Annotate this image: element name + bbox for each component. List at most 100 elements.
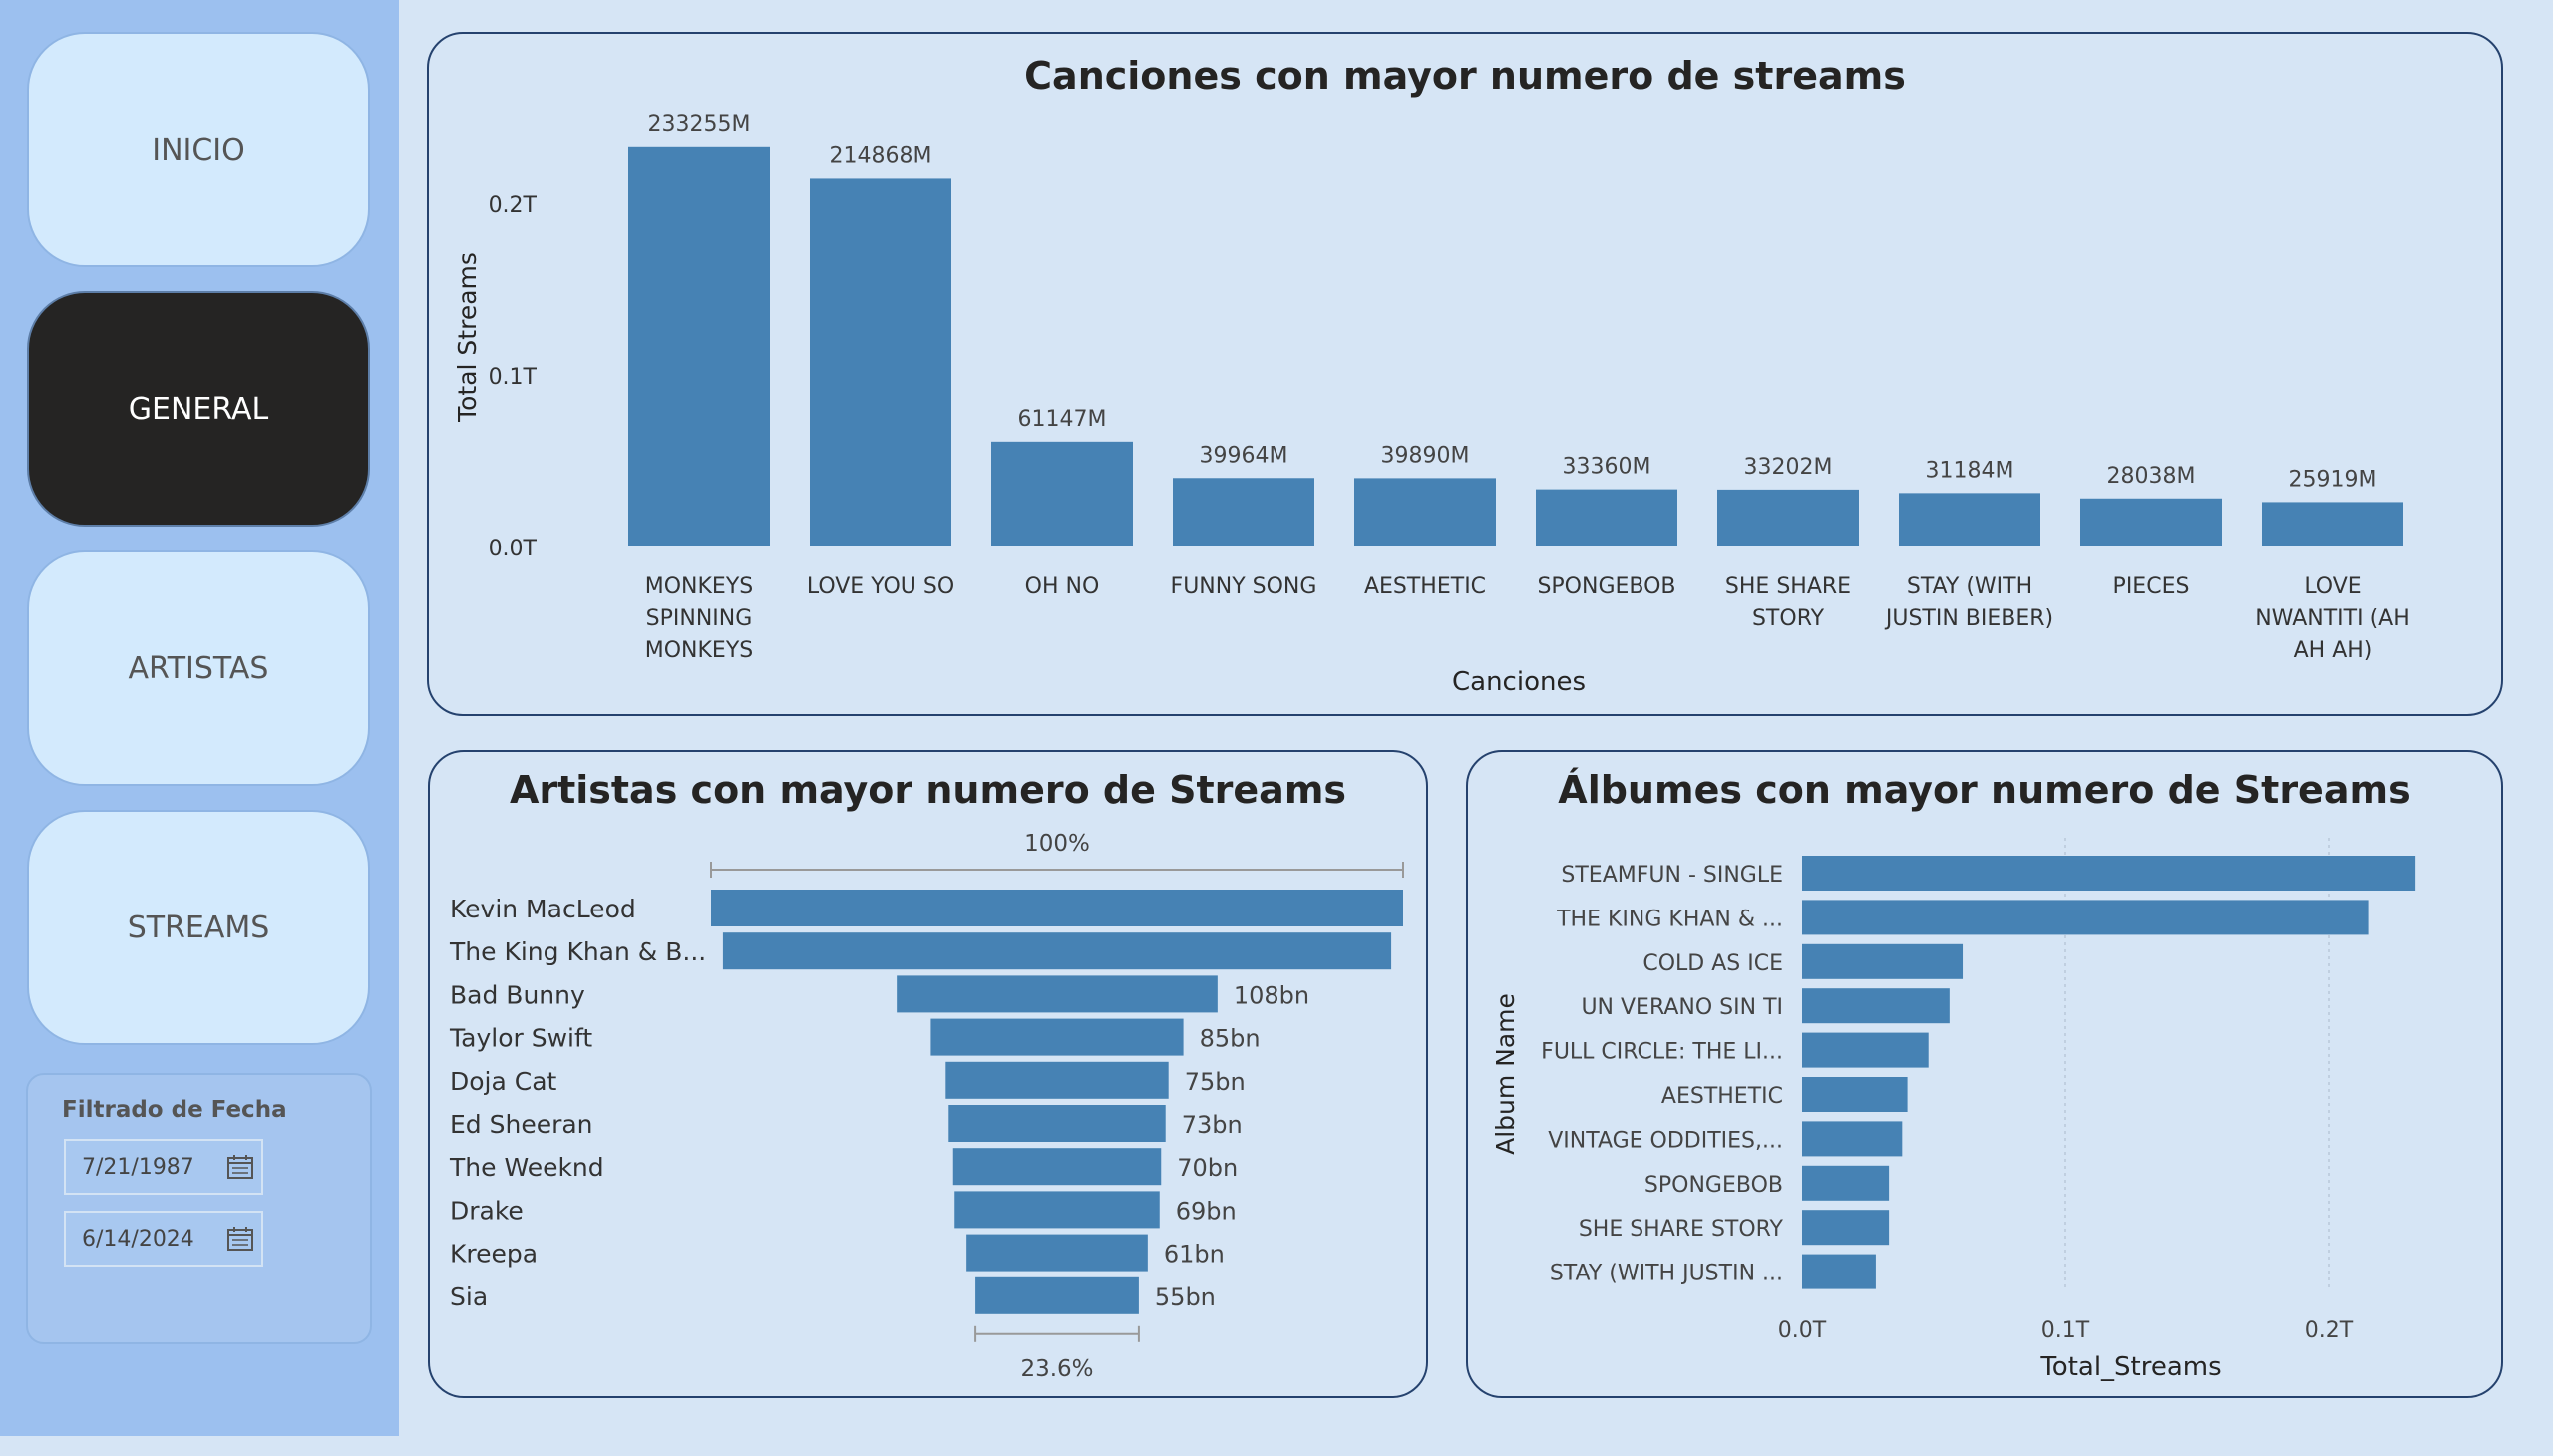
data-label: 73bn: [1182, 1111, 1243, 1139]
category-label: The King Khan & B...: [449, 937, 706, 966]
data-label: 25919M: [2289, 467, 2377, 492]
category-label: Sia: [450, 1282, 488, 1311]
bar: [1802, 1210, 1890, 1246]
bar: [991, 441, 1133, 546]
x-tick-label: STORY: [1752, 606, 1825, 631]
x-tick-label: JUSTIN BIEBER): [1884, 606, 2053, 631]
y-tick-label: 0.1T: [489, 365, 538, 390]
songs-chart: 0.0T 0.1T 0.2T Total Streams Canciones 233255…: [453, 112, 2410, 697]
data-label: 61bn: [1164, 1241, 1225, 1269]
y-tick-label: STAY (WITH JUSTIN ...: [1550, 1262, 1783, 1286]
data-label: 69bn: [1176, 1197, 1237, 1225]
x-tick-label: 0.2T: [2305, 1318, 2354, 1343]
bar: [1802, 1121, 1903, 1157]
nav-button-general[interactable]: GENERAL: [27, 291, 370, 527]
data-label: 39890M: [1381, 443, 1470, 468]
bar: [1536, 489, 1677, 546]
nav-button-inicio[interactable]: INICIO: [27, 32, 370, 267]
bar: [628, 146, 770, 546]
nav-button-streams[interactable]: STREAMS: [27, 810, 370, 1045]
y-tick-label: FULL CIRCLE: THE LI...: [1541, 1040, 1783, 1065]
x-tick-label: LOVE YOU SO: [807, 574, 954, 599]
data-label: 55bn: [1155, 1283, 1216, 1311]
x-tick-label: 0.1T: [2041, 1318, 2090, 1343]
bar: [1802, 900, 2369, 935]
y-tick-label: STEAMFUN - SINGLE: [1561, 863, 1783, 888]
nav-label-artistas: ARTISTAS: [128, 650, 269, 686]
data-label: 31184M: [1926, 458, 2014, 483]
funnel-bar: [897, 975, 1218, 1013]
x-tick-label: STAY (WITH: [1907, 574, 2032, 599]
end-date-field[interactable]: 6/14/2024: [64, 1211, 263, 1267]
x-tick-label: AH AH): [2294, 638, 2372, 663]
data-label: 33360M: [1563, 455, 1651, 480]
funnel-bar: [948, 1105, 1166, 1142]
x-axis-label: Canciones: [1452, 667, 1586, 697]
bar: [1717, 489, 1859, 546]
bar: [1802, 988, 1950, 1024]
data-label: 108bn: [1234, 981, 1309, 1009]
x-tick-label: MONKEYS: [645, 574, 754, 599]
start-date-value: 7/21/1987: [82, 1154, 194, 1180]
funnel-top-label: 100%: [1024, 831, 1090, 857]
x-tick-label: PIECES: [2113, 574, 2190, 599]
data-label: 85bn: [1200, 1025, 1261, 1053]
data-label: 214868M: [830, 143, 932, 168]
data-label: 39964M: [1200, 443, 1288, 468]
funnel-bar: [711, 890, 1403, 926]
category-label: Doja Cat: [450, 1067, 557, 1096]
bar: [2262, 502, 2403, 546]
calendar-icon[interactable]: [227, 1155, 253, 1179]
bar: [1802, 856, 2416, 891]
data-label: 75bn: [1185, 1068, 1246, 1096]
nav-label-inicio: INICIO: [152, 132, 245, 168]
y-tick-label: COLD AS ICE: [1642, 951, 1783, 976]
date-filter-title: Filtrado de Fecha: [62, 1097, 287, 1123]
bar: [1899, 493, 2040, 546]
x-tick-label: FUNNY SONG: [1171, 574, 1317, 599]
data-label: 61147M: [1018, 407, 1107, 432]
y-tick-label: 0.2T: [489, 193, 538, 218]
y-tick-label: 0.0T: [489, 537, 538, 561]
songs-chart-title: Canciones con mayor numero de streams: [1024, 54, 1906, 98]
start-date-field[interactable]: 7/21/1987: [64, 1139, 263, 1195]
funnel-bar: [930, 1018, 1184, 1056]
x-tick-label: AESTHETIC: [1364, 574, 1486, 599]
artists-chart-card: Artistas con mayor numero de Streams: [428, 750, 1428, 1398]
funnel-bar: [952, 1148, 1162, 1186]
y-axis-label: Total Streams: [453, 252, 482, 423]
y-tick-label: AESTHETIC: [1661, 1084, 1783, 1109]
x-tick-label: SHE SHARE: [1725, 574, 1851, 599]
y-tick-label: THE KING KHAN & ...: [1556, 907, 1783, 931]
y-tick-label: SPONGEBOB: [1644, 1173, 1783, 1198]
category-label: Bad Bunny: [450, 980, 585, 1009]
x-tick-label: 0.0T: [1778, 1318, 1827, 1343]
albums-chart-title: Álbumes con mayor numero de Streams: [1558, 768, 2411, 812]
bar: [1173, 478, 1314, 546]
category-label: Drake: [450, 1196, 524, 1225]
category-label: Ed Sheeran: [450, 1110, 593, 1139]
bar: [810, 178, 951, 546]
funnel-bottom-label: 23.6%: [1020, 1356, 1093, 1382]
category-label: Kevin MacLeod: [450, 895, 636, 923]
funnel-bar: [966, 1234, 1148, 1272]
nav-button-artistas[interactable]: ARTISTAS: [27, 550, 370, 786]
bar: [1802, 1165, 1890, 1201]
artists-chart-title: Artistas con mayor numero de Streams: [509, 768, 1347, 812]
data-label: 70bn: [1177, 1154, 1238, 1182]
nav-label-general: GENERAL: [128, 391, 269, 427]
nav-label-streams: STREAMS: [127, 910, 270, 945]
calendar-icon[interactable]: [227, 1227, 253, 1251]
x-axis-label: Total_Streams: [2039, 1352, 2221, 1382]
y-tick-label: VINTAGE ODDITIES,...: [1548, 1128, 1783, 1153]
x-tick-label: SPONGEBOB: [1537, 574, 1675, 599]
y-tick-label: UN VERANO SIN TI: [1581, 995, 1783, 1020]
artists-funnel-chart: 100% Kevin MacLeod The King Khan & B... Bad…: [449, 831, 1404, 1382]
funnel-bar: [722, 932, 1392, 970]
category-label: The Weeknd: [449, 1153, 604, 1182]
data-label: 28038M: [2107, 464, 2196, 489]
bar: [1802, 943, 1964, 979]
funnel-bar: [954, 1191, 1160, 1229]
x-tick-label: LOVE: [2304, 574, 2361, 599]
bar: [1802, 1077, 1908, 1112]
